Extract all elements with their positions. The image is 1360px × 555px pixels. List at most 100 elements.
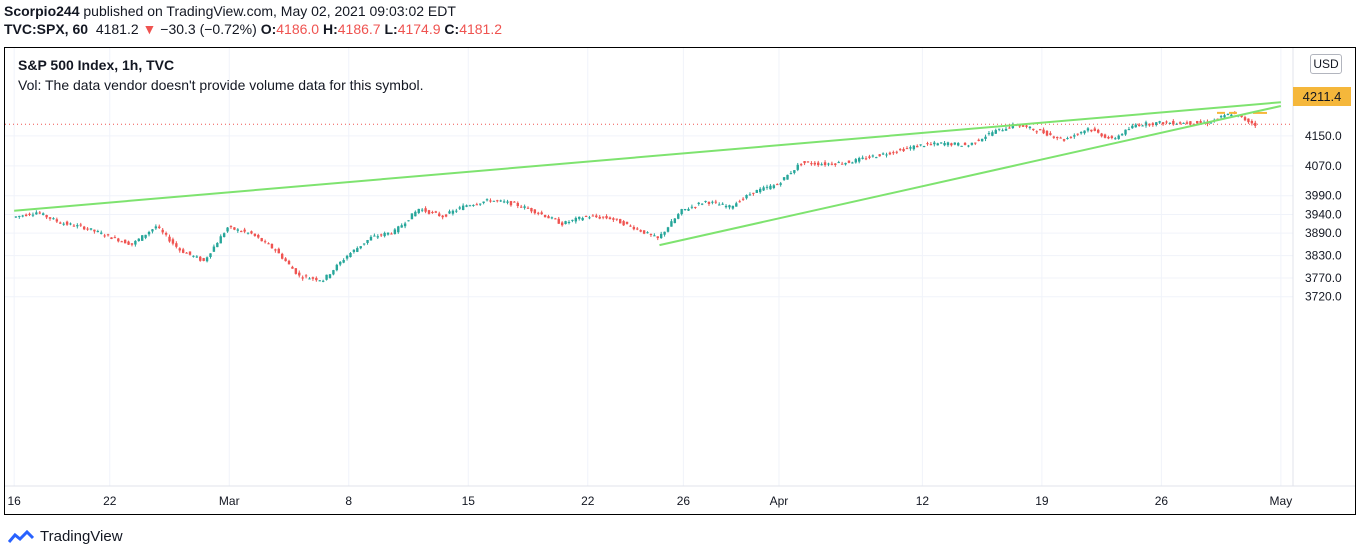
candle-body xyxy=(482,201,485,203)
price-chart[interactable]: 4150.0 4070.0 3990.0 3940.0 3890.0 3830.0 3770… xyxy=(5,48,1355,514)
candle-body xyxy=(1021,124,1025,127)
candle-body xyxy=(885,154,888,156)
candle-body xyxy=(1073,135,1076,137)
candle-body xyxy=(881,153,885,155)
candle-body xyxy=(1038,129,1042,131)
chart-legend-title: S&P 500 Index, 1h, TVC xyxy=(18,57,175,73)
candle-body xyxy=(48,217,52,219)
candle-body xyxy=(878,154,881,157)
candle-body xyxy=(840,163,844,165)
candle-body xyxy=(386,232,390,235)
candle-body xyxy=(1151,123,1155,126)
candle-body xyxy=(834,163,837,165)
candle-body xyxy=(62,223,65,225)
candle-body xyxy=(714,201,718,203)
candle-body xyxy=(1182,122,1185,124)
x-tick-label: 26 xyxy=(1155,494,1169,508)
candle-body xyxy=(1103,134,1107,138)
x-tick-label: 26 xyxy=(677,494,691,508)
down-arrow-icon: ▼ xyxy=(142,21,157,37)
candle-body xyxy=(240,231,243,233)
candle-body xyxy=(407,220,410,222)
candle-body xyxy=(909,147,912,149)
candle-body xyxy=(738,201,741,203)
candle-body xyxy=(530,208,533,212)
candle-body xyxy=(123,239,127,244)
candle-body xyxy=(1134,124,1137,128)
candle-body xyxy=(345,255,349,259)
x-tick-label: 8 xyxy=(345,494,352,508)
candle-body xyxy=(444,214,448,217)
candle-body xyxy=(762,187,765,191)
candle-body xyxy=(301,277,304,279)
candle-body xyxy=(55,219,59,222)
candle-body xyxy=(741,198,745,200)
candle-body xyxy=(1144,122,1148,126)
candle-body xyxy=(871,155,875,157)
x-tick-label: 19 xyxy=(1035,494,1049,508)
x-tick-label: Apr xyxy=(770,494,789,508)
candle-body xyxy=(639,230,642,232)
y-tick-label: 3940.0 xyxy=(1305,207,1342,221)
candle-body xyxy=(666,227,670,232)
candle-body xyxy=(468,205,472,207)
candle-body xyxy=(147,231,151,235)
candle-body xyxy=(161,229,164,233)
candle-body xyxy=(65,221,69,225)
candle-body xyxy=(137,238,140,241)
candle-body xyxy=(776,184,779,186)
candle-body xyxy=(86,228,89,230)
candle-body xyxy=(997,128,1001,130)
candle-body xyxy=(130,243,134,245)
candle-body xyxy=(229,226,233,228)
candle-body xyxy=(659,233,663,239)
candle-body xyxy=(267,243,270,245)
author-name: Scorpio244 xyxy=(4,3,80,19)
candle-body xyxy=(752,192,755,194)
y-tick-label: 3720.0 xyxy=(1305,290,1342,304)
candle-body xyxy=(817,162,820,166)
candle-body xyxy=(489,200,492,202)
candle-body xyxy=(1165,121,1168,123)
candle-body xyxy=(438,213,441,217)
candle-body xyxy=(410,213,414,220)
candle-body xyxy=(1056,137,1059,139)
candle-body xyxy=(803,161,806,164)
candle-body xyxy=(796,164,799,170)
candle-body xyxy=(93,229,96,232)
quote-header: TVC:SPX, 60 4181.2 ▼ −30.3 (−0.72%) O:41… xyxy=(4,21,502,37)
candle-body xyxy=(339,261,342,265)
candle-body xyxy=(373,235,376,237)
candle-body xyxy=(837,162,840,164)
candle-body xyxy=(656,236,659,239)
candle-body xyxy=(622,221,625,226)
candle-body xyxy=(847,160,851,163)
candle-body xyxy=(516,202,519,207)
candle-body xyxy=(226,227,229,232)
candle-body xyxy=(280,253,284,259)
candle-body xyxy=(1161,122,1165,125)
candle-body xyxy=(100,232,103,234)
candle-body xyxy=(1120,134,1124,136)
candle-body xyxy=(912,145,916,150)
candle-body xyxy=(939,142,943,144)
candle-body xyxy=(359,246,362,249)
candle-body xyxy=(356,248,359,252)
candle-body xyxy=(902,148,905,152)
x-tick-label: 22 xyxy=(103,494,117,508)
candle-body xyxy=(1141,125,1144,127)
candle-body xyxy=(584,216,588,218)
candle-body xyxy=(625,221,629,224)
candle-body xyxy=(270,243,274,249)
candle-body xyxy=(984,136,987,139)
candle-body xyxy=(52,218,55,220)
last-price: 4181.2 xyxy=(95,21,139,37)
candle-body xyxy=(595,215,598,218)
candle-body xyxy=(653,235,656,237)
candle-body xyxy=(1059,137,1062,139)
currency-button[interactable]: USD xyxy=(1310,54,1342,74)
candle-body xyxy=(1066,138,1069,140)
candle-body xyxy=(298,272,301,276)
candle-body xyxy=(28,213,31,215)
candle-body xyxy=(526,207,530,209)
